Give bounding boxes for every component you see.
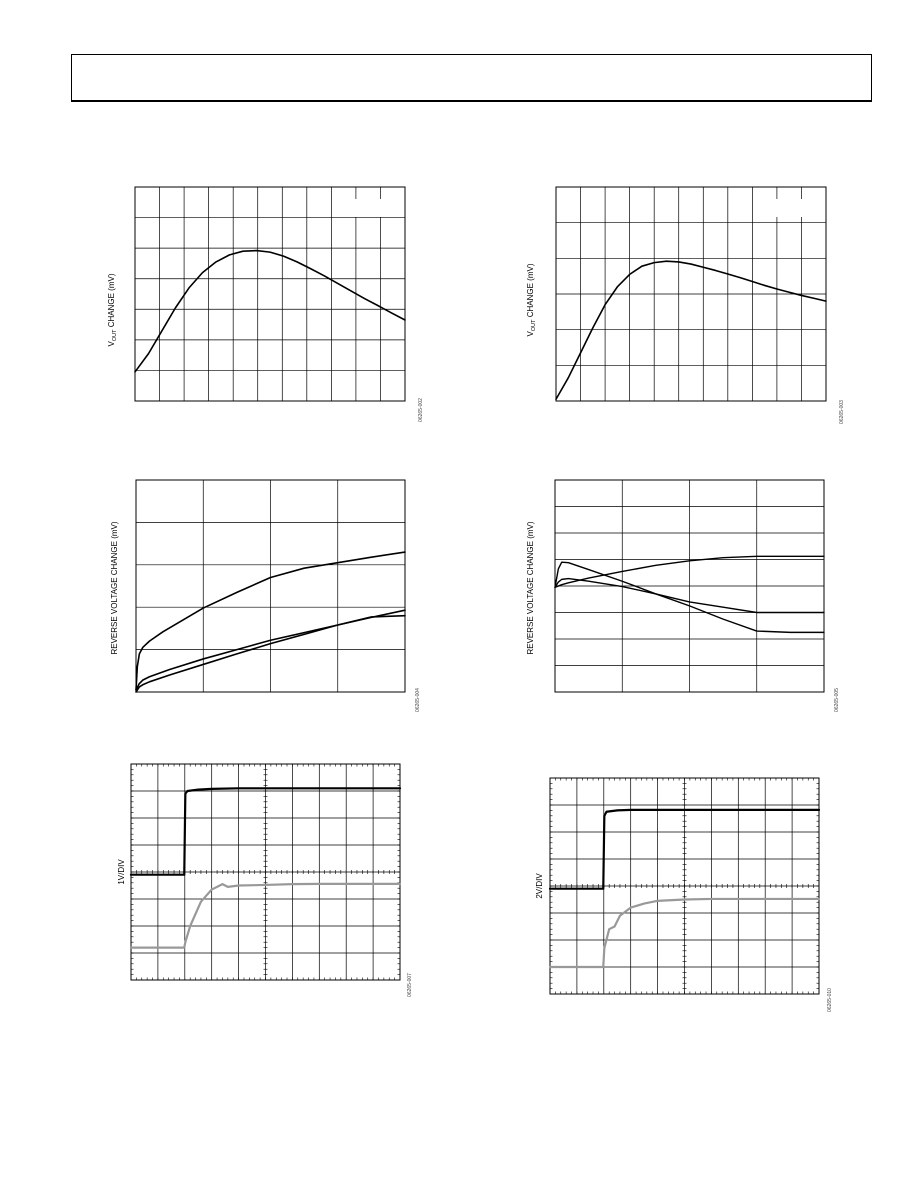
series-line-1: [555, 260, 827, 401]
y-axis-label: 2V/DIV: [535, 873, 544, 899]
figure-code: 06265-002: [418, 398, 424, 422]
y-axis-label: REVERSE VOLTAGE CHANGE (mV): [110, 521, 119, 654]
chart-3: REVERSE VOLTAGE CHANGE (mV) 06265-004: [110, 479, 421, 712]
figure-code: 06265-004: [415, 688, 421, 712]
figure-code: 06265-005: [834, 688, 840, 712]
y-axis-label: VOUT CHANGE (mV): [107, 273, 118, 346]
figure-code: 06265-010: [827, 988, 833, 1012]
y-axis-label: 1V/DIV: [117, 859, 126, 885]
series-line-1: [135, 551, 406, 691]
figure-code: 06265-003: [839, 400, 845, 424]
legend-box: [774, 199, 810, 217]
y-axis-label-rest: CHANGE (mV): [526, 263, 535, 319]
y-axis-label-sub: OUT: [531, 319, 537, 331]
y-axis-label-main: V: [526, 330, 535, 336]
series-line-1: [134, 249, 406, 373]
legend-box: [353, 199, 389, 217]
chart-1: VOUT CHANGE (mV) 06265-002: [107, 186, 424, 422]
series-line-2: [548, 897, 821, 969]
y-axis-label: REVERSE VOLTAGE CHANGE (mV): [526, 521, 535, 654]
series-line-1: [548, 808, 821, 890]
y-axis-label-sub: OUT: [112, 329, 118, 341]
plot-frame: [134, 186, 406, 402]
series-line-2: [554, 561, 825, 634]
series-line-3: [135, 614, 406, 693]
page-header: [71, 54, 872, 102]
series-line-1: [554, 555, 825, 589]
series-line-1: [129, 787, 402, 876]
y-axis-label: VOUT CHANGE (mV): [526, 263, 537, 336]
chart-4: REVERSE VOLTAGE CHANGE (mV) 06265-005: [526, 479, 840, 712]
chart-5: 1V/DIV 06265-007: [117, 763, 413, 997]
y-axis-label-rest: CHANGE (mV): [107, 273, 116, 329]
series-line-2: [129, 882, 402, 949]
chart-6: 2V/DIV 06265-010: [535, 777, 833, 1012]
y-axis-label-main: V: [107, 340, 116, 346]
figure-code: 06265-007: [407, 973, 413, 997]
chart-2: VOUT CHANGE (mV) 06265-003: [526, 186, 845, 424]
series-line-3: [554, 577, 825, 614]
